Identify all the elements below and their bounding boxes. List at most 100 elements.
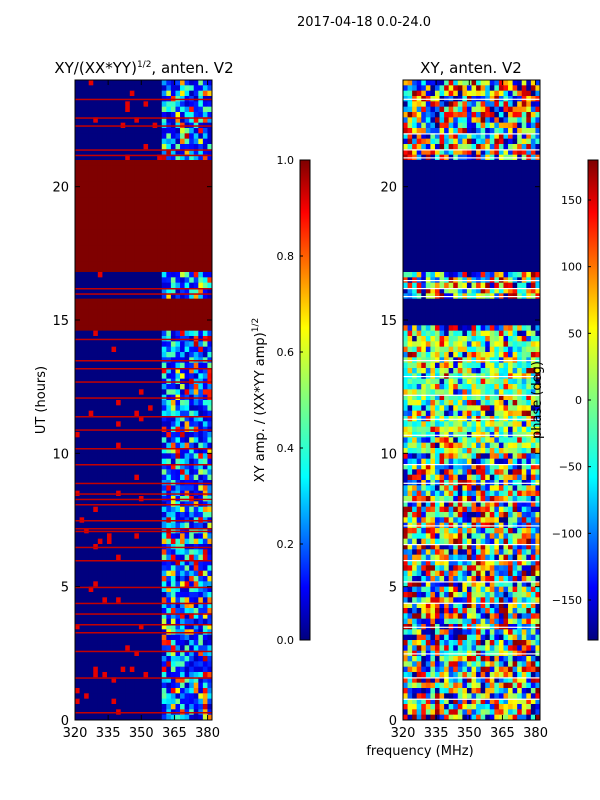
heatmap-cell [152, 453, 158, 460]
heatmap-cell [530, 181, 536, 188]
heatmap-cell [161, 442, 167, 449]
heatmap-cell [526, 240, 532, 246]
heatmap-cell [157, 682, 163, 689]
heatmap-cell [125, 442, 131, 449]
heatmap-cell [120, 352, 126, 358]
heatmap-cell [97, 362, 103, 369]
heatmap-cell [189, 85, 195, 92]
heatmap-cell [125, 117, 131, 124]
heatmap-cell [494, 234, 500, 241]
heatmap-cell [125, 554, 131, 561]
heatmap-cell [148, 624, 154, 630]
heatmap-cell [93, 245, 99, 252]
heatmap-cell [412, 218, 418, 225]
heatmap-cell [489, 266, 495, 273]
heatmap-cell [430, 240, 436, 246]
heatmap-cell [444, 170, 450, 177]
heatmap-cell [403, 122, 408, 129]
heatmap-cell [526, 234, 532, 241]
heatmap-cell [170, 576, 176, 582]
heatmap-cell [161, 485, 167, 492]
heatmap-cell [412, 128, 418, 134]
heatmap-cell [106, 106, 112, 113]
heatmap-cell [143, 192, 149, 198]
heatmap-cell [180, 325, 185, 332]
heatmap-cell [111, 586, 117, 593]
heatmap-cell [170, 565, 176, 572]
heatmap-cell [175, 645, 181, 652]
heatmap-cell [207, 181, 212, 188]
heatmap-cell [143, 693, 149, 700]
heatmap-cell [75, 645, 80, 652]
heatmap-cell [97, 133, 103, 140]
heatmap-cell [485, 90, 491, 97]
heatmap-cell [88, 597, 94, 604]
heatmap-cell [120, 362, 126, 369]
heatmap-cell [184, 165, 190, 172]
heatmap-cell [175, 240, 181, 246]
heatmap-cell [189, 560, 195, 566]
heatmap-cell [152, 90, 158, 97]
heatmap-cell [148, 352, 154, 358]
heatmap-cell [148, 464, 154, 470]
heatmap-cell [106, 714, 112, 720]
heatmap-cell [116, 277, 122, 284]
heatmap-cell [430, 192, 436, 198]
heatmap-cell [75, 618, 80, 625]
heatmap-cell [143, 229, 149, 236]
heatmap-cell [106, 352, 112, 358]
heatmap-cell [129, 213, 135, 220]
heatmap-cell [138, 666, 144, 673]
heatmap-cell [430, 181, 436, 188]
heatmap-cell [106, 245, 112, 252]
heatmap-cell [430, 266, 436, 273]
heatmap-cell [75, 218, 80, 225]
heatmap-cell [111, 117, 117, 124]
heatmap-cell [517, 138, 523, 145]
heatmap-cell [170, 250, 176, 257]
heatmap-cell [129, 645, 135, 652]
heatmap-cell [84, 218, 90, 225]
heatmap-cell [125, 565, 131, 572]
heatmap-cell [120, 160, 126, 166]
heatmap-cell [430, 149, 436, 156]
heatmap-cell [138, 410, 144, 417]
heatmap-cell [175, 218, 181, 225]
heatmap-cell [134, 453, 140, 460]
heatmap-cell [439, 133, 445, 140]
heatmap-cell [189, 346, 195, 353]
heatmap-cell [148, 688, 154, 694]
heatmap-cell [457, 197, 463, 204]
heatmap-cell [453, 117, 459, 124]
heatmap-cell [421, 117, 427, 124]
heatmap-cell [508, 133, 513, 140]
heatmap-cell [207, 538, 212, 545]
heatmap-cell [198, 682, 204, 689]
heatmap-cell [489, 245, 495, 252]
heatmap-cell [189, 672, 195, 678]
heatmap-cell [503, 85, 509, 92]
heatmap-cell [198, 144, 204, 150]
heatmap-cell [535, 234, 540, 241]
heatmap-cell [476, 224, 482, 230]
heatmap-cell [535, 101, 540, 108]
heatmap-cell [439, 149, 445, 156]
heatmap-cell [207, 138, 212, 145]
heatmap-cell [84, 650, 90, 657]
heatmap-cell [138, 437, 144, 444]
heatmap-cell [75, 282, 80, 289]
heatmap-cell [180, 266, 185, 273]
heatmap-cell [134, 373, 140, 380]
heatmap-cell [102, 597, 108, 604]
heatmap-cell [129, 192, 135, 198]
heatmap-cell [430, 106, 436, 113]
heatmap-cell [448, 192, 454, 198]
heatmap-cell [434, 85, 440, 92]
heatmap-cell [494, 138, 500, 145]
heatmap-cell [535, 261, 540, 268]
heatmap-cell [485, 197, 491, 204]
heatmap-cell [134, 554, 140, 561]
heatmap-cell [444, 234, 450, 241]
heatmap-cell [189, 608, 195, 614]
heatmap-cell [111, 240, 117, 246]
